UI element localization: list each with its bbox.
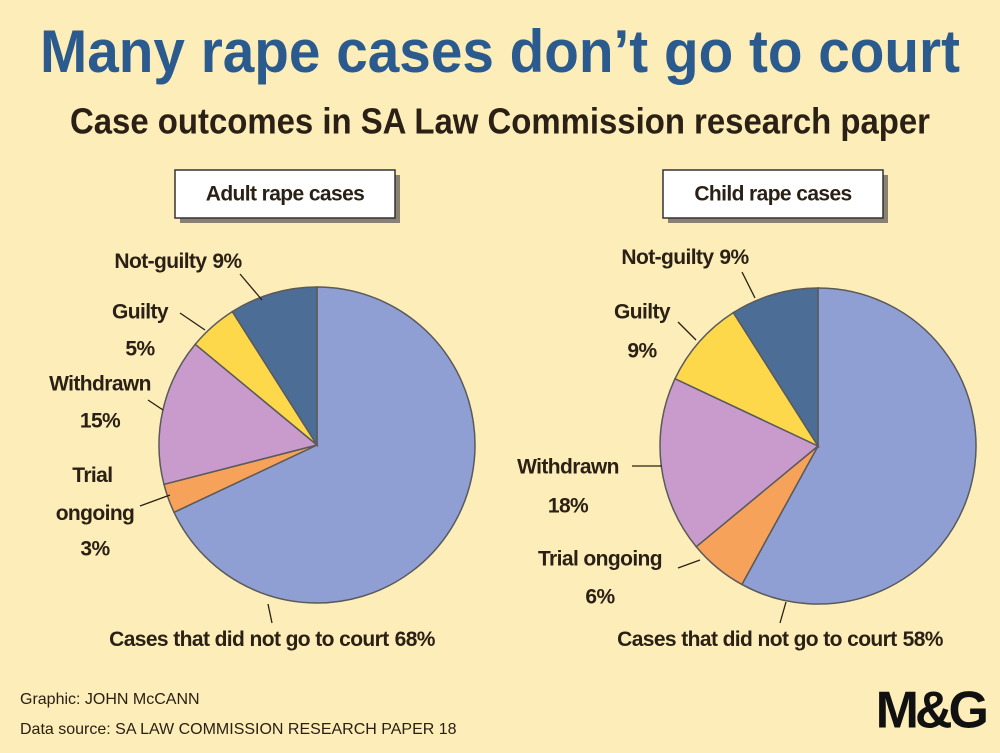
leader-line [147, 399, 164, 411]
slice-value: 3% [80, 538, 110, 561]
slice-category-line: ongoing [56, 502, 135, 525]
logo: M&G [876, 682, 987, 740]
leader-line [677, 559, 701, 569]
leader-line [779, 601, 787, 624]
slice-category: Cases that did not go to court [109, 628, 389, 651]
slice-category: Guilty [614, 301, 671, 324]
slice-value: 15% [80, 410, 121, 433]
slice-label: Not-guilty 9% [114, 250, 242, 273]
slice-label: Not-guilty 9% [621, 246, 749, 269]
slice-category: Trial ongoing [538, 548, 662, 571]
credit: Graphic: JOHN McCANN [20, 691, 200, 708]
leader-line [267, 603, 273, 624]
pie-title: Child rape cases [694, 183, 851, 206]
leader-line [677, 321, 697, 341]
slice-value: 9% [212, 250, 242, 273]
slice-value: 18% [548, 495, 589, 518]
slice-category: Not-guilty [621, 246, 714, 269]
leader-line [239, 273, 263, 301]
slice-category: Guilty [112, 301, 169, 324]
subtitle: Case outcomes in SA Law Commission resea… [70, 101, 930, 142]
slice-category: Withdrawn [49, 373, 151, 396]
slice-category: Cases that did not go to court [617, 628, 897, 651]
source: Data source: SA LAW COMMISSION RESEARCH … [20, 721, 457, 738]
pie-slice [674, 311, 821, 448]
leader-line [741, 271, 756, 299]
slice-value: 6% [585, 586, 615, 609]
slice-value: 68% [395, 628, 436, 651]
pie-slice [158, 343, 319, 486]
leader-line [139, 494, 171, 507]
slice-label: Cases that did not go to court 68% [109, 628, 436, 651]
slice-category: Not-guilty [114, 250, 207, 273]
leader-line [179, 312, 206, 331]
title-box [174, 169, 396, 219]
slice-value: 9% [627, 340, 657, 363]
pie-slice [173, 286, 476, 604]
slice-category-line: Trial [72, 464, 117, 487]
title-box [662, 169, 884, 219]
pie-title: Adult rape cases [206, 183, 364, 206]
slice-category: Trial ongoing [56, 464, 135, 525]
slice-value: 58% [903, 628, 944, 651]
slice-category: Withdrawn [517, 456, 619, 479]
pie-slice [732, 287, 819, 449]
pie-slice [740, 287, 977, 605]
pie-slice [231, 286, 318, 448]
slice-value: 5% [125, 338, 155, 361]
slice-label: Cases that did not go to court 58% [617, 628, 944, 651]
title: Many rape cases don’t go to court [40, 18, 960, 85]
slice-value: 9% [719, 246, 749, 269]
